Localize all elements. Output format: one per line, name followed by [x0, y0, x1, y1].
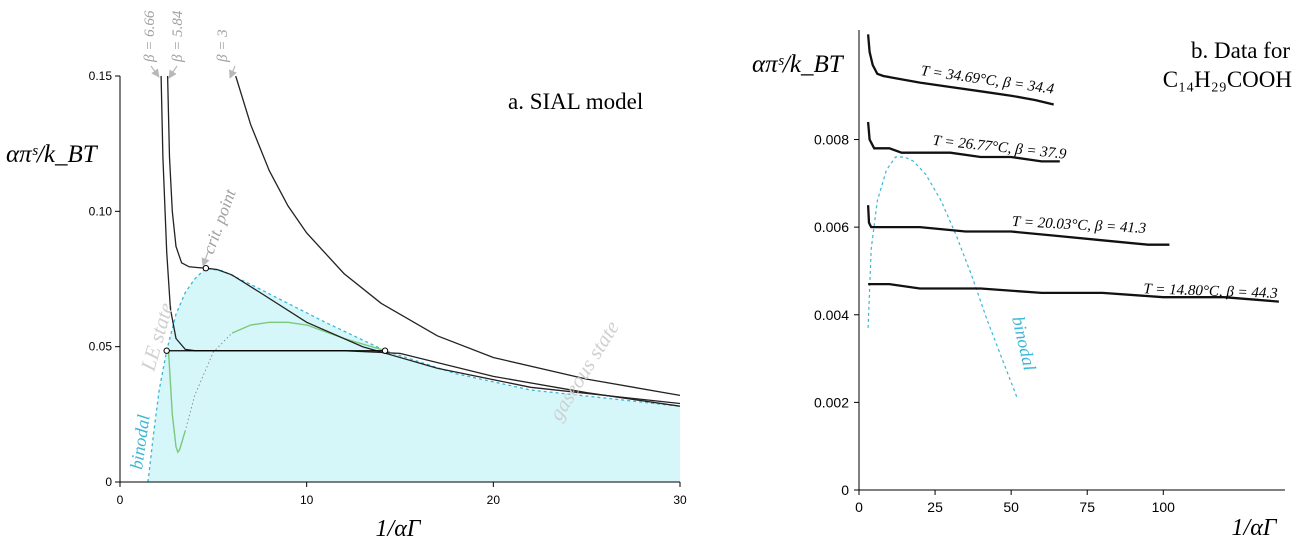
panel-b-xtick-label: 50: [1003, 499, 1019, 515]
panel-a-xtick-label: 10: [300, 493, 314, 507]
panel-b-binodal-line: [867, 156, 1018, 399]
panel-a-ytick-label: 0: [105, 475, 112, 489]
panel-b-series-line-1: [866, 121, 1060, 163]
panel-b-ytick-label: 0.002: [814, 394, 849, 410]
panel-a-beta-label-3: β = 3: [215, 29, 231, 63]
panel-a-binodal-label: binodal: [126, 413, 153, 470]
panel-b-series-label-1: T = 26.77°C, β = 37.9: [932, 133, 1068, 163]
panel-a-tie-point-right: [381, 347, 389, 354]
panel-a-series-line-1: [166, 75, 681, 405]
panel-a-beta-label-5-84: β = 5.84: [170, 10, 186, 63]
panel-a-beta-arrow-3: [229, 65, 237, 79]
panel-b-series-line-2: [866, 205, 1170, 246]
panel-b-binodal-label: binodal: [1008, 314, 1040, 372]
panel-a-ytick-label: 0.15: [89, 69, 113, 83]
panel-b-series-line-3: [868, 282, 1279, 303]
panel-a-beta-arrow-5-84: [168, 65, 178, 79]
panel-a-spinodal-green-left: [167, 350, 186, 454]
panel-a-beta-label-6-66: β = 6.66: [142, 10, 158, 63]
panel-b-ytick-label: 0.008: [814, 132, 849, 148]
panel-a-beta-arrow-6-66: [150, 65, 160, 78]
panel-b-experimental-data: 0 25 50 75 100 0 0.002 0.004 0.006 0.008 απˢ/k_BT…: [752, 30, 1292, 541]
panel-a-title: a. SIAL model: [508, 89, 643, 114]
panel-b-binodal-curve: [867, 156, 1018, 399]
panel-b-series-label-3: T = 14.80°C, β = 44.3: [1143, 281, 1278, 302]
panel-b-ticks: 0 25 50 75 100 0 0.002 0.004 0.006 0.008: [814, 132, 1175, 515]
panel-b-ylabel: απˢ/k_BT: [752, 51, 845, 78]
panel-a-ticks: 0 10 20 30 0 0.05 0.10 0.15: [89, 69, 687, 507]
panel-b-xtick-label: 25: [927, 499, 943, 515]
panel-a-tie-point-left: [163, 347, 170, 354]
panel-a-two-phase-region: [148, 268, 680, 482]
panel-a-xtick-label: 30: [673, 493, 687, 507]
panel-b-ytick-label: 0: [841, 482, 849, 498]
panel-a-xlabel: 1/αΓ: [376, 516, 422, 541]
panel-a-spinodal-dotted: [168, 321, 386, 454]
panel-b-ytick-label: 0.006: [814, 219, 849, 235]
panel-a-xtick-label: 0: [117, 493, 124, 507]
panel-a-sial-model: 0 10 20 30 0 0.05 0.10 0.15 απˢ/k_BT 1/αΓ a. SI…: [6, 10, 687, 541]
panel-b-xtick-label: 0: [855, 499, 863, 515]
panel-b-title-line2: C₁₄H₂₉COOH: [1163, 67, 1292, 92]
panel-a-xtick-label: 20: [487, 493, 501, 507]
panel-a-critical-point: [202, 264, 210, 272]
panel-b-ytick-label: 0.004: [814, 307, 849, 323]
panel-a-markers: [163, 264, 389, 354]
panel-a-ytick-label: 0.10: [89, 204, 113, 218]
panel-b-title-line1: b. Data for: [1191, 38, 1290, 63]
panel-a-ytick-label: 0.05: [89, 340, 113, 354]
panel-a-series-line-2: [235, 75, 681, 397]
panel-a-crit-point-label: crit. point: [199, 186, 240, 257]
panel-b-isotherms: [866, 34, 1279, 303]
panel-b-xtick-label: 100: [1152, 499, 1176, 515]
panel-b-series-label-2: T = 20.03°C, β = 41.3: [1012, 214, 1147, 237]
panel-b-xlabel: 1/αΓ: [1232, 515, 1278, 541]
panel-a-ylabel: απˢ/k_BT: [6, 141, 99, 168]
panel-b-series-line-0: [866, 34, 1054, 106]
panel-a-crit-point-arrow: [201, 251, 210, 267]
panel-a-region-fill: [148, 268, 680, 482]
panel-b-series-labels: T = 34.69°C, β = 34.4T = 26.77°C, β = 37…: [920, 63, 1278, 302]
panel-b-xtick-label: 75: [1079, 499, 1095, 515]
